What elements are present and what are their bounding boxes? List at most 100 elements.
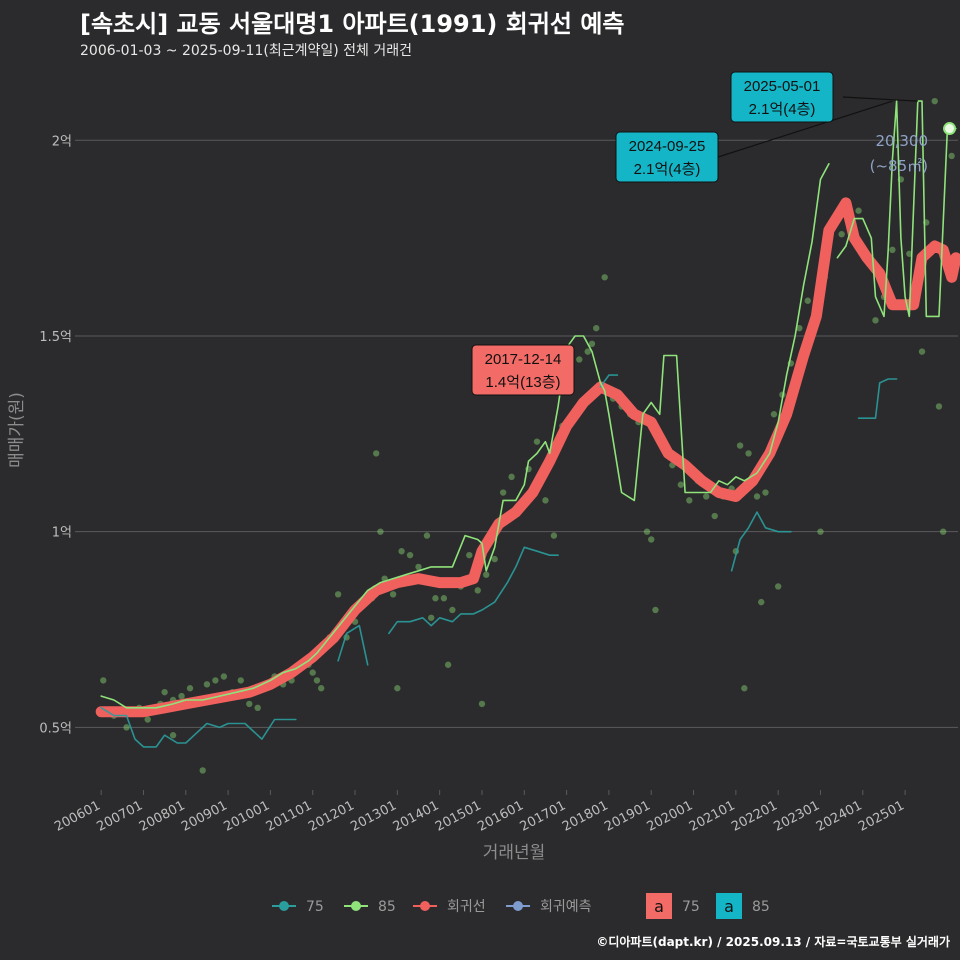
legend-box-swatch [646,893,672,919]
x-tick-label: 202201 [729,798,780,835]
transaction-point [508,473,515,481]
transaction-point [542,497,549,504]
transaction-point [796,324,803,332]
price-callout: 2017-12-14 1.4억(13층) [471,344,575,396]
x-tick-label: 201401 [391,798,442,835]
legend-box-label: 85 [752,899,770,915]
x-tick-label: 201801 [560,798,611,835]
grid-lines [75,139,958,795]
legend-label: 85 [378,899,396,915]
legend-item: 85 [344,899,396,915]
series-lines [95,100,960,748]
transaction-point [762,489,769,496]
transaction-point [838,231,845,238]
transaction-point [169,732,177,739]
legend-box-item: a 75 [646,893,700,919]
legend-swatch-dot [513,901,523,911]
end-point-marker [943,122,957,136]
transaction-point [161,688,168,696]
x-tick-label: 200601 [52,798,103,835]
x-tick-label: 200701 [94,798,145,835]
transaction-point [415,563,422,571]
transaction-point [758,598,765,606]
x-tick-label: 201501 [433,798,484,835]
transaction-point [855,207,862,214]
transaction-point [686,497,693,504]
transaction-point [499,489,507,496]
source-caption: ©디아파트(dapt.kr) / 2025.09.13 / 자료=국토교통부 실… [596,935,950,949]
legend-box-item: a 85 [716,893,770,919]
transaction-point [394,685,401,692]
transaction-point [313,677,321,684]
legend-box-glyph: a [654,897,664,916]
legend-box-swatch [716,893,742,919]
transaction-point [466,551,473,559]
transaction-point [935,403,943,410]
y-tick-label: 1.5억 [39,330,72,345]
transaction-point [398,548,405,555]
price-callouts: 2017-12-141.4억(13층)2024-09-252.1억(4층)202… [471,71,918,396]
transaction-point [144,716,151,723]
legend-item: 회귀선 [413,899,486,915]
transaction-point [601,274,608,281]
y-tick-label: 0.5억 [39,721,72,736]
transaction-point [474,587,481,594]
transaction-point [576,356,583,363]
x-tick-label: 200901 [179,798,230,835]
legend-label: 회귀선 [447,899,486,915]
transaction-point [186,685,194,692]
x-tick-labels: 2006012007012008012009012010012011012012… [52,798,907,835]
series-line-reg [95,197,960,718]
legend-label: 회귀예측 [540,899,592,915]
x-tick-label: 202501 [856,798,907,835]
callout-box [471,344,575,396]
legend-swatch-dot [351,901,361,911]
x-tick-label: 201701 [518,798,569,835]
callout-leader [842,96,918,102]
y-tick-labels: 0.5억 1억 1.5억 2억 [39,134,72,736]
x-tick-label: 202301 [771,798,822,835]
transaction-point [237,677,244,684]
legend-swatch-dot [420,901,430,911]
transaction-point [483,571,490,578]
transaction-point [246,700,253,708]
x-tick-label: 202401 [814,798,865,835]
transaction-point [817,528,824,535]
transaction-point [939,528,947,535]
transaction-point [753,493,761,500]
transaction-point [584,348,591,355]
y-tick-label: 1억 [52,526,72,541]
transaction-point [309,669,316,676]
transaction-point [643,528,651,535]
x-tick-label: 202101 [687,798,738,835]
transaction-point [918,348,926,355]
legend-swatch-dot [279,901,289,911]
transaction-point [593,324,600,332]
price-callout: 2024-09-25 2.1억(4층) [615,100,893,183]
transaction-point [203,681,211,688]
y-tick-label: 2억 [52,134,72,149]
legend-item: 회귀예측 [506,899,592,915]
chart-subtitle: 2006-01-03 ~ 2025-09-11(최근계약일) 전체 거래건 [80,43,412,59]
transaction-point [588,340,596,348]
transaction-point [478,700,486,708]
transaction-point [652,606,659,614]
legend: 75 85 회귀선 회귀예측 a 75 a 85 [272,893,770,919]
x-tick-label: 201001 [221,798,272,835]
transaction-point [931,97,938,105]
transaction-point [100,677,107,684]
x-tick-label: 201601 [475,798,526,835]
callout-price: 1.4억(13층) [485,374,560,391]
legend-box-label: 75 [682,899,700,915]
transaction-point [428,614,435,621]
transaction-point [889,246,896,254]
transaction-point [372,450,380,457]
transaction-point [804,297,811,304]
price-callout: 2025-05-01 2.1억(4층) [730,71,918,123]
transaction-points [100,97,955,774]
transaction-point [774,583,782,590]
transaction-point [745,450,752,457]
end-note-area: (~85㎡) [870,157,928,175]
callout-date: 2025-05-01 [744,78,821,95]
